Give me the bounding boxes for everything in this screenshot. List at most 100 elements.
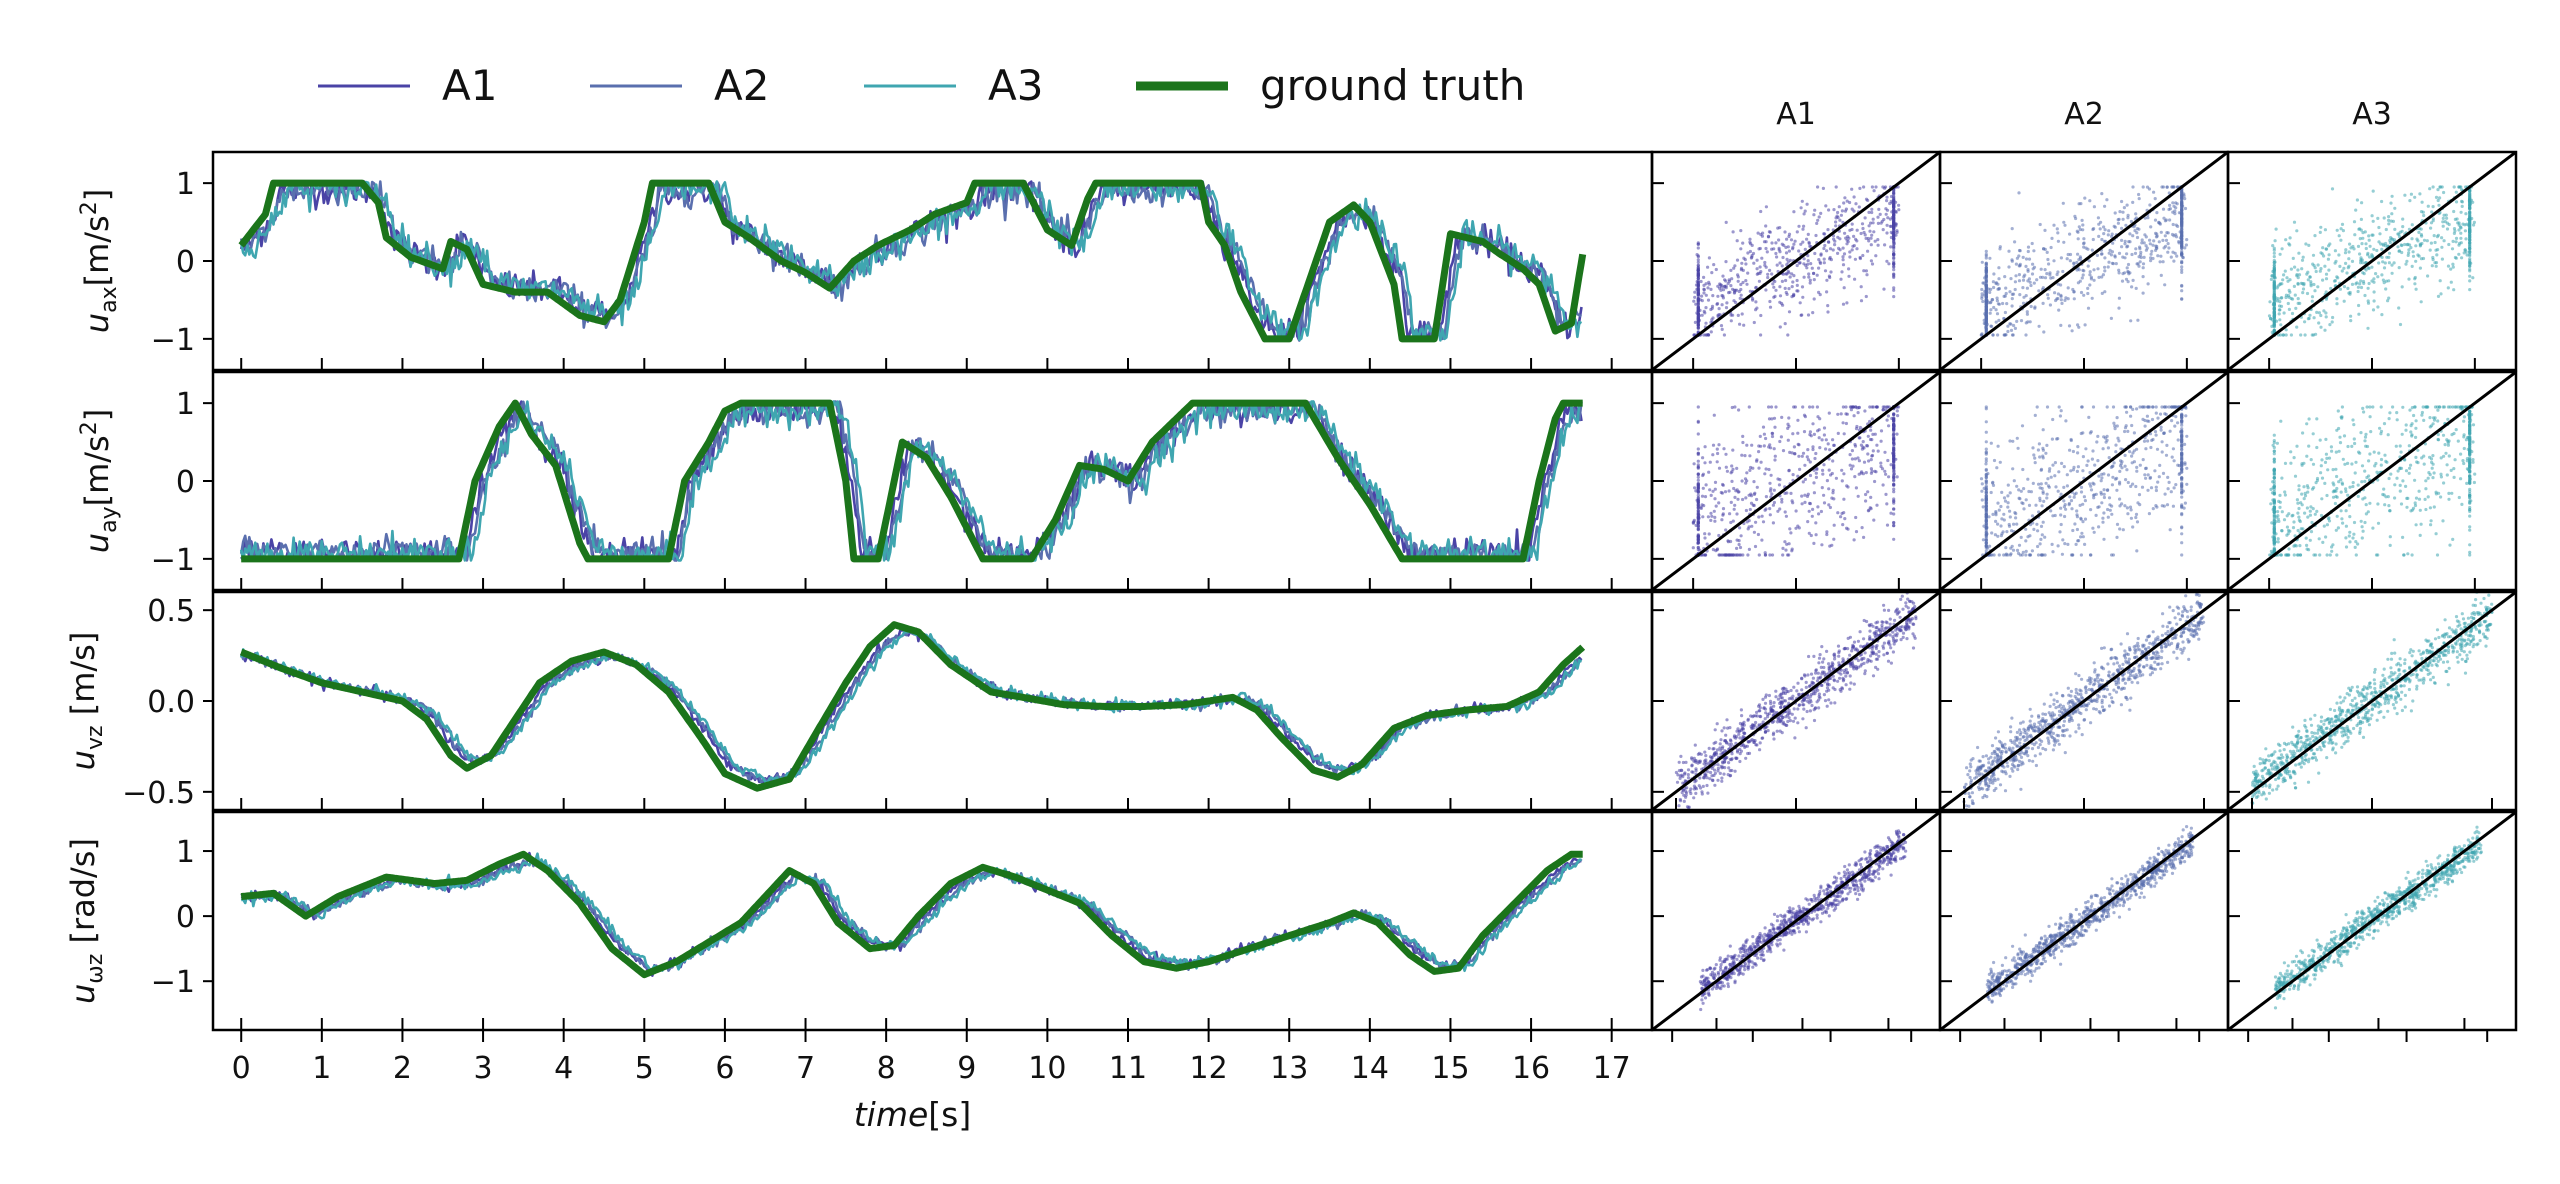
scatter-point <box>1696 246 1700 250</box>
scatter-point <box>2019 489 2023 493</box>
scatter-point <box>2162 431 2166 435</box>
scatter-point <box>2079 490 2084 494</box>
scatter-point <box>1724 279 1728 283</box>
scatter-point <box>2420 413 2424 417</box>
scatter-point <box>1788 527 1792 531</box>
scatter-point <box>2391 219 2395 223</box>
scatter-point <box>2339 227 2343 231</box>
scatter-point <box>2011 548 2016 552</box>
scatter-point <box>2106 507 2110 512</box>
scatter-point <box>2345 271 2349 275</box>
scatter-point <box>1870 405 1874 409</box>
scatter-point <box>2140 485 2145 489</box>
scatter-point <box>1869 495 1873 499</box>
scatter-point <box>1818 261 1823 265</box>
scatter-point <box>2166 242 2170 246</box>
scatter-point <box>1822 501 1827 505</box>
scatter-point <box>2100 291 2104 295</box>
scatter-point <box>2102 239 2106 243</box>
scatter-point <box>2083 499 2087 503</box>
scatter-point <box>2040 486 2044 491</box>
scatter-point <box>2339 478 2343 482</box>
scatter-point <box>1992 305 1996 310</box>
scatter-point <box>1831 459 1835 463</box>
scatter-point <box>2468 514 2472 518</box>
scatter-point <box>2118 497 2122 501</box>
scatter-point <box>1805 202 1809 206</box>
scatter-point <box>2172 405 2176 409</box>
scatter-point <box>1857 205 1861 209</box>
scatter-point <box>1892 452 1896 456</box>
scatter-point <box>1895 432 1899 436</box>
scatter-point <box>1700 299 1704 303</box>
scatter-point <box>2075 260 2079 265</box>
scatter-point <box>1827 487 1831 491</box>
scatter-point <box>1892 456 1896 460</box>
scatter-point <box>1998 460 2002 464</box>
scatter-point <box>2285 276 2289 280</box>
scatter-point <box>2357 227 2361 231</box>
scatter-point <box>2062 465 2066 469</box>
scatter-point <box>2451 405 2455 409</box>
scatter-point <box>2033 456 2037 460</box>
scatter-point <box>1869 221 1873 225</box>
scatter-point <box>1984 430 1988 434</box>
scatter-point <box>1747 547 1751 552</box>
scatter-point <box>1869 243 1873 247</box>
scatter-point <box>1825 290 1829 294</box>
scatter-point <box>1786 426 1790 430</box>
scatter-point <box>2002 553 2006 557</box>
scatter-point <box>2387 296 2391 300</box>
scatter-point <box>1802 430 1807 434</box>
scatter-point <box>1764 288 1768 292</box>
scatter-point <box>1787 416 1791 420</box>
scatter-point <box>1889 463 1893 467</box>
scatter-point <box>1984 546 1988 550</box>
scatter-point <box>1984 515 1988 520</box>
scatter-point <box>1760 256 1764 260</box>
scatter-point <box>2012 522 2016 526</box>
scatter-point <box>1756 532 1760 537</box>
scatter-point <box>2005 302 2009 306</box>
scatter-point <box>1795 289 1799 293</box>
scatter-point <box>2005 530 2009 534</box>
scatter-point <box>2155 211 2159 215</box>
scatter-point <box>2054 485 2058 489</box>
scatter-point <box>1735 288 1739 292</box>
scatter-point <box>1812 271 1816 276</box>
scatter-point <box>1750 524 1754 528</box>
scatter-point <box>2413 503 2418 508</box>
scatter-point <box>1823 269 1828 273</box>
scatter-point <box>2368 244 2372 248</box>
scatter-point <box>1892 226 1896 230</box>
scatter-point <box>1832 443 1836 447</box>
scatter-point <box>1882 287 1886 291</box>
scatter-point <box>1892 440 1896 444</box>
scatter-point <box>2066 297 2070 301</box>
scatter-point <box>2147 187 2151 191</box>
scatter-point <box>2330 549 2334 553</box>
scatter-point <box>1786 245 1790 249</box>
scatter-point <box>2312 282 2316 287</box>
scatter-point <box>2017 273 2021 277</box>
scatter-point <box>2021 301 2026 305</box>
scatter-point <box>1696 405 1700 409</box>
scatter-point <box>2367 238 2371 242</box>
scatter-point <box>1867 459 1871 463</box>
scatter-point <box>2059 513 2063 517</box>
scatter-point <box>2468 196 2472 200</box>
scatter-point <box>2361 231 2365 235</box>
scatter-point <box>2159 230 2163 234</box>
scatter-point <box>1768 481 1772 485</box>
ytick-label-2: −1 <box>151 323 195 358</box>
scatter-point <box>1843 231 1847 235</box>
scatter-point <box>2027 503 2032 507</box>
scatter-point <box>2123 453 2127 457</box>
scatter-point <box>1704 483 1708 487</box>
scatter-point <box>2110 464 2114 468</box>
scatter-point <box>1773 425 1777 429</box>
scatter-point <box>2426 274 2430 278</box>
scatter-point <box>2144 244 2148 248</box>
scatter-point <box>1832 537 1836 541</box>
